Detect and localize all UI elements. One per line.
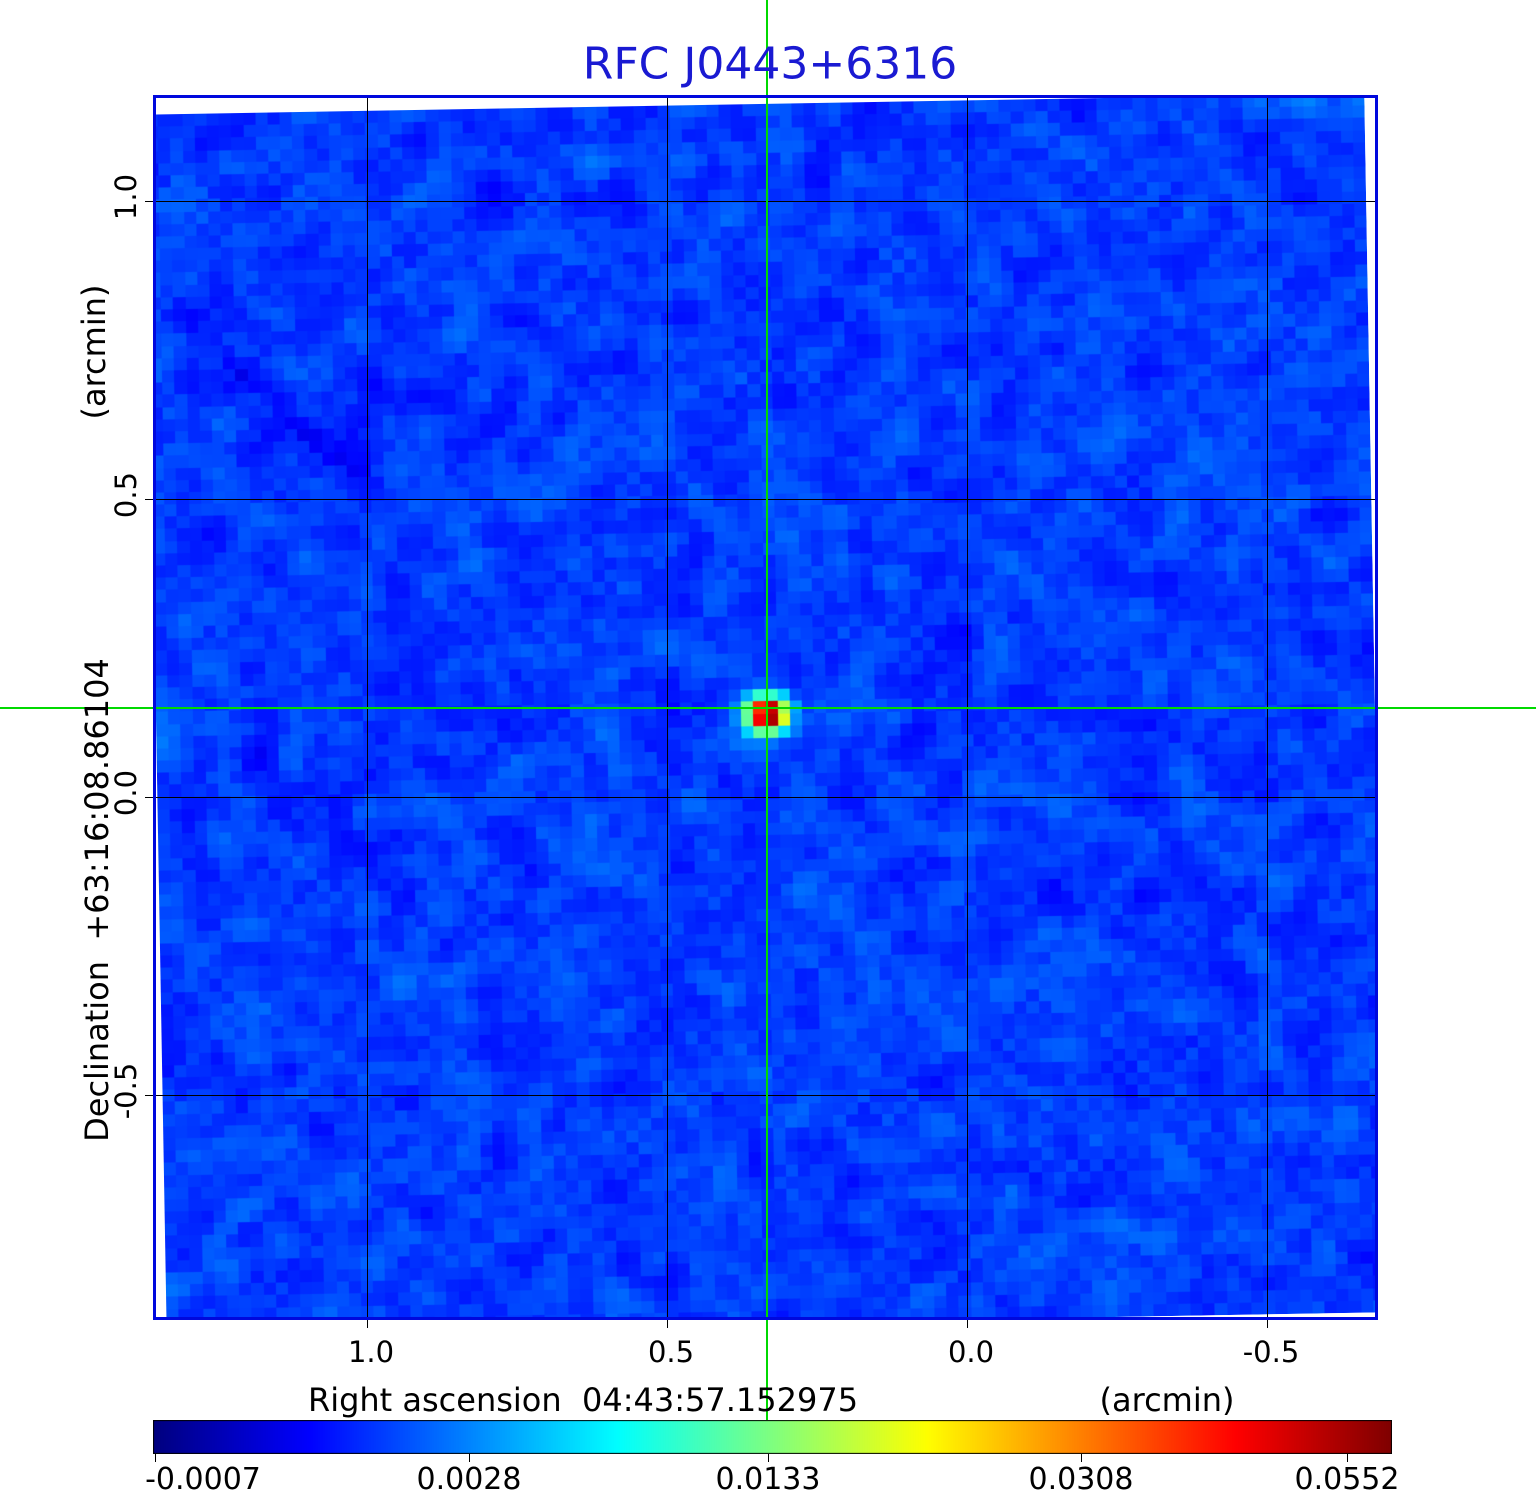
x-tick-mark: [967, 1320, 968, 1328]
x-tick-label: 1.0: [347, 1335, 395, 1369]
colorbar-tick-label: 0.0552: [1294, 1462, 1400, 1497]
plot-title: RFC J0443+6316: [582, 38, 958, 90]
y-axis-unit-label: (arcmin): [75, 284, 113, 420]
y-tick-label: 0.5: [109, 471, 143, 519]
x-tick-label: -0.5: [1242, 1335, 1300, 1369]
y-tick-mark: [145, 1095, 153, 1096]
horizontal-gridline: [156, 797, 1375, 798]
colorbar-tick-label: 0.0028: [416, 1462, 522, 1497]
crosshair-vertical-line: [766, 0, 768, 1420]
y-tick-mark: [145, 201, 153, 202]
y-axis-label: Declination +63:16:08.86104: [78, 658, 116, 1142]
colorbar-tick-mark: [1081, 1454, 1082, 1462]
horizontal-gridline: [156, 201, 1375, 202]
x-tick-mark: [367, 1320, 368, 1328]
y-tick-label: 1.0: [109, 173, 143, 221]
x-tick-label: 0.0: [947, 1335, 995, 1369]
crosshair-horizontal-line: [0, 707, 1536, 709]
horizontal-gridline: [156, 1095, 1375, 1096]
y-tick-mark: [145, 499, 153, 500]
horizontal-gridline: [156, 499, 1375, 500]
x-tick-label: 0.5: [647, 1335, 695, 1369]
colorbar-tick-mark: [155, 1454, 156, 1462]
x-tick-mark: [667, 1320, 668, 1328]
x-axis-unit-label: (arcmin): [1099, 1381, 1235, 1419]
colorbar-tick-mark: [469, 1454, 470, 1462]
y-tick-mark: [145, 797, 153, 798]
colorbar-tick-mark: [768, 1454, 769, 1462]
x-axis-label: Right ascension 04:43:57.152975: [307, 1381, 859, 1419]
colorbar-tick-label: 0.0308: [1028, 1462, 1134, 1497]
colorbar-tick-label: -0.0007: [145, 1462, 261, 1497]
colorbar-tick-label: 0.0133: [715, 1462, 821, 1497]
colorbar: [153, 1420, 1392, 1454]
colorbar-tick-mark: [1347, 1454, 1348, 1462]
x-tick-mark: [1267, 1320, 1268, 1328]
